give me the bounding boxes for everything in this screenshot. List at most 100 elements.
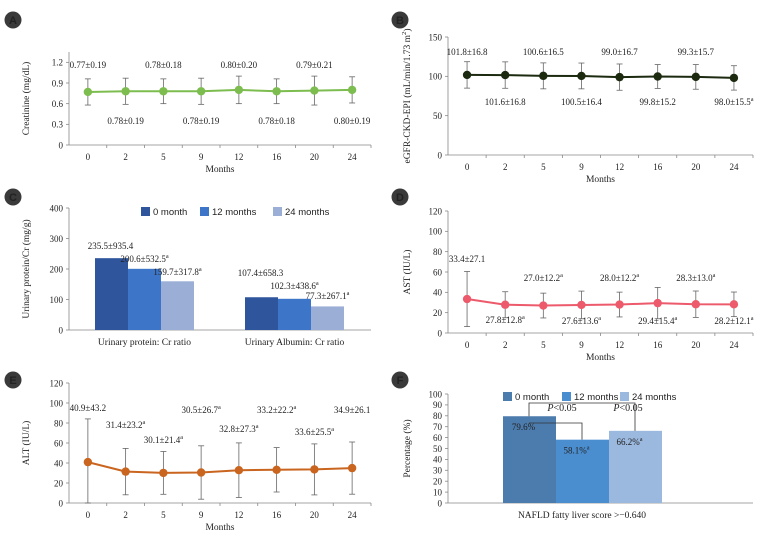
panel-badge-e: E [4,371,22,389]
data-point [347,85,357,95]
x-tick-label: 0 [86,152,91,162]
x-tick-label: 20 [310,510,320,520]
x-tick-label: 9 [579,340,584,350]
panel-badge-circle [4,188,22,206]
bar-label: 200.6±532.5a [120,253,168,264]
data-label: 33.4±27.1 [449,254,485,264]
p-italic: P [546,403,553,414]
y-tick-label: 0 [438,498,443,508]
data-label: 40.9±43.2 [70,403,106,413]
y-tick-label: 60 [433,267,443,277]
data-label: 31.4±23.2a [106,419,145,430]
legend-label: 12 months [574,392,619,403]
legend-label: 0 month [515,392,549,403]
data-label: 32.8±27.3a [219,423,258,434]
superscript-a: a [560,272,563,279]
x-tick-label: 12 [234,510,243,520]
series-line [87,88,353,93]
bar-label: 159.7±317.8a [153,266,201,277]
superscript-a: a [587,445,590,452]
bar [278,298,311,330]
y-tick-label: 100 [50,295,64,305]
data-point [577,71,586,81]
data-point [653,298,662,308]
bar-label: 235.5±935.4 [88,241,134,251]
data-point [615,300,624,309]
y-tick-label: 120 [50,378,64,388]
x-tick-label: 16 [272,510,282,520]
legend-swatch [273,207,282,216]
data-point [691,72,701,82]
x-tick-label: 2 [123,152,128,162]
superscript-a: a [598,315,601,322]
bar-label: 102.3±438.6a [270,280,318,291]
legend-swatch [620,392,629,401]
bar-label: 58.1%a [563,445,589,456]
legend-swatch [200,207,209,216]
y-tick-label: 60 [54,438,64,448]
panel-badge-letter: E [9,375,16,387]
y-tick-label: 10 [433,487,443,497]
bar [503,416,556,503]
bar [95,258,128,330]
data-point [577,300,586,310]
data-label: 30.5±26.7a [182,404,221,415]
data-point [310,465,319,474]
y-axis-title: eGFR-CKD-EPI (mL/min/1.73 m2) [401,28,413,163]
x-axis-title: Months [586,353,615,363]
x-tick-label: 12 [615,340,624,350]
panel-badge-circle [4,11,22,29]
legend-swatch [503,392,512,401]
superscript-a: a [256,423,259,430]
superscript-a: a [636,272,639,279]
significance-bracket [529,422,583,440]
panel-badge-letter: F [397,375,404,387]
panel-badge-c: C [4,188,22,206]
series-line [467,73,734,79]
data-label: 101.6±16.8 [485,97,526,107]
y-tick-label: 70 [433,422,443,432]
x-axis-title: Months [205,165,234,175]
y-tick-label: 0.3 [52,120,64,130]
y-axis-title: Creatinine (mg/dL) [21,62,32,136]
y-axis-title: AST (IU/L) [402,250,413,295]
data-point [539,301,548,310]
superscript-a: a [331,426,334,433]
data-label: 98.0±15.5a [714,96,753,107]
data-point [729,73,739,83]
bar [556,439,609,503]
x-tick-label: 0 [86,510,91,520]
series-line [87,461,353,474]
x-tick-label: 2 [503,162,508,172]
data-label: 99.0±16.7 [601,47,638,57]
y-tick-label: 0.9 [52,78,64,88]
y-tick-label: 0 [59,140,64,150]
data-label: 0.78±0.18 [145,60,182,70]
data-point [272,465,281,474]
superscript-a: a [675,315,678,322]
bar [161,281,194,330]
x-axis-title: Months [205,523,234,533]
panel-b: 0 50 100 150 eGFR-CKD-EPI (mL/min/1.73 m2) 0 2… [401,28,754,185]
bar-label: 66.2%a [616,436,642,447]
bar [128,268,161,330]
bar [609,430,662,503]
y-tick-label: 100 [429,389,443,399]
y-tick-label: 50 [433,111,443,121]
panel-badge-d: D [391,188,409,206]
p-value-annotation: P<0.05 [546,403,576,414]
x-tick-label: 12 [615,162,624,172]
y-axis-title: ALT (IU/L) [21,421,32,466]
panel-badge-circle [391,188,409,206]
superscript-a: a [166,253,169,260]
legend-label: 0 month [153,207,187,218]
superscript-a: a [640,436,643,443]
y-tick-label: 0 [438,150,443,160]
data-point [196,87,206,96]
data-label: 0.79±0.21 [296,60,332,70]
data-label: 28.2±12.1a [714,315,753,326]
x-tick-label: 5 [161,510,166,520]
data-label: 30.1±21.4a [144,434,183,445]
panel-badge-f: F [391,371,409,389]
data-label: 99.3±15.7 [678,47,715,57]
